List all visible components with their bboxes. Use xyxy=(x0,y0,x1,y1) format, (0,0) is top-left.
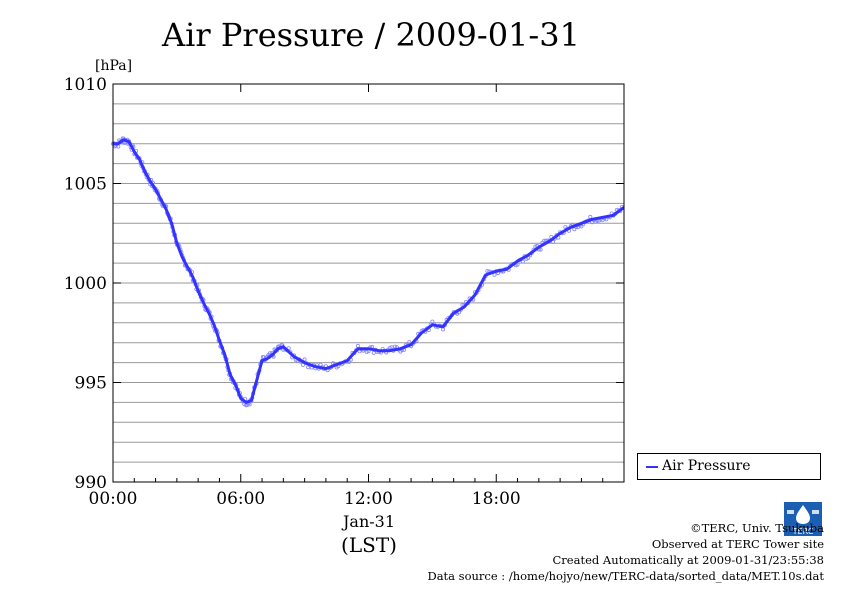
chart-title: Air Pressure / 2009-01-31 xyxy=(161,16,580,54)
data-point xyxy=(515,262,520,267)
data-point xyxy=(430,319,435,324)
x-tick-label: 00:00 xyxy=(89,489,138,509)
credits-block: ©TERC, Univ. Tsukuba Observed at TERC To… xyxy=(427,520,824,584)
data-point xyxy=(364,349,369,354)
x-tick-label: 18:00 xyxy=(472,489,521,509)
data-point xyxy=(247,402,252,407)
x-tick-label: 06:00 xyxy=(216,489,265,509)
data-point xyxy=(520,259,525,264)
data-point xyxy=(407,340,412,345)
series-line-air-pressure xyxy=(113,138,625,404)
y-axis-unit-label: [hPa] xyxy=(95,58,132,74)
logo-text: TERC xyxy=(792,527,814,536)
y-tick-label: 990 xyxy=(75,473,107,493)
legend: Air Pressure xyxy=(637,453,821,480)
legend-line-swatch xyxy=(646,466,658,468)
y-tick-label: 1000 xyxy=(64,274,107,294)
x-axis-timezone-label: (LST) xyxy=(341,533,397,557)
x-axis: 00:00 06:00 12:00 18:00 xyxy=(89,84,604,509)
credit-created: Created Automatically at 2009-01-31/23:5… xyxy=(552,553,825,567)
y-tick-label: 995 xyxy=(75,374,107,394)
legend-label-air-pressure: Air Pressure xyxy=(662,458,751,474)
grid-lines xyxy=(113,103,624,463)
data-point xyxy=(485,269,490,274)
terc-logo-icon: TERC xyxy=(784,502,822,536)
data-point xyxy=(355,343,360,348)
x-axis-date-label: Jan-31 xyxy=(341,512,395,531)
raw-points xyxy=(111,136,625,408)
x-tick-label: 12:00 xyxy=(344,489,393,509)
data-point xyxy=(371,350,376,355)
credit-observed: Observed at TERC Tower site xyxy=(651,537,824,551)
credit-source: Data source : /home/hojyo/new/TERC-data/… xyxy=(427,569,824,583)
y-tick-label: 1010 xyxy=(64,75,107,95)
y-tick-label: 1005 xyxy=(64,175,107,195)
y-axis: 990 995 1000 1005 1010 xyxy=(64,75,624,493)
data-point xyxy=(538,247,543,252)
credit-copyright: ©TERC, Univ. Tsukuba xyxy=(690,521,824,535)
